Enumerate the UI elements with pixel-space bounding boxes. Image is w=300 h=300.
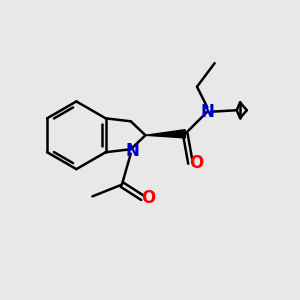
Text: O: O xyxy=(141,189,155,207)
Text: N: N xyxy=(125,142,139,160)
Polygon shape xyxy=(146,130,185,138)
Text: O: O xyxy=(189,154,203,172)
Text: N: N xyxy=(200,103,214,121)
